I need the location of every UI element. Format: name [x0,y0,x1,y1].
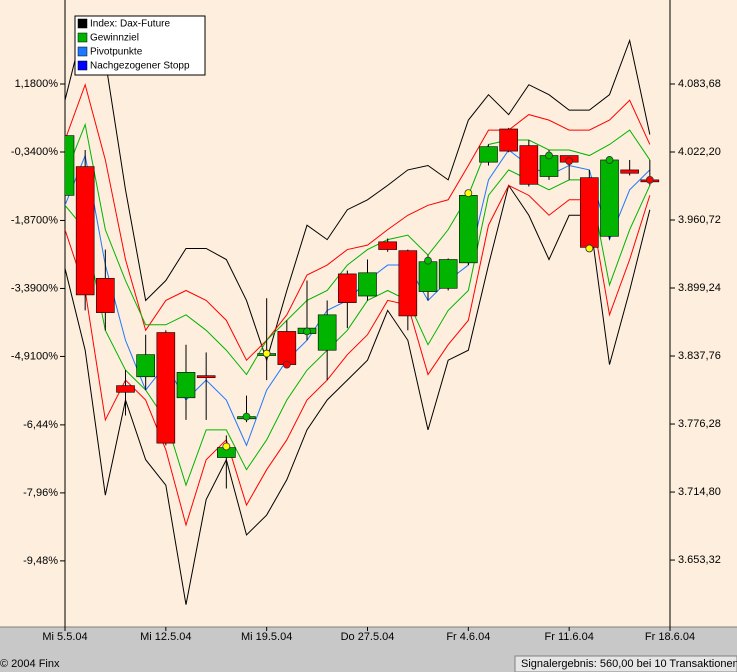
x-tick-label: Fr 4.6.04 [446,631,490,643]
legend: Index: Dax-Future Gewinnziel Pivotpunkte Na… [74,15,206,76]
x-tick-label: Mi 12.5.04 [140,631,191,643]
y2-tick-label: -1,8700% [11,214,58,226]
stop-dot [242,412,251,421]
y-tick-label: 3.837,76 [678,350,721,362]
candle-body [620,169,639,174]
candle-body [317,314,337,351]
band-line [65,83,651,362]
candle-body [459,195,478,264]
candle-body [438,259,458,289]
candle-body [136,354,155,378]
x-tick-label: Mi 5.5.04 [42,631,87,643]
y-tick-label: 3.899,24 [678,282,721,294]
y2-tick-label: -3,3900% [11,282,58,294]
candle-body [418,261,438,292]
plot-background [0,0,737,627]
band-line [65,18,651,362]
stop-dot [585,244,594,253]
candle-body [176,372,196,399]
legend-swatch [77,32,88,43]
candle-body [196,375,216,378]
candle-body [600,159,619,237]
stop-dot [565,157,574,165]
legend-label: Nachgezogener Stopp [90,61,190,72]
stop-dot [282,360,291,369]
y2-tick-label: -9,48% [23,555,58,567]
y-tick-label: 3.653,32 [678,554,721,566]
stop-dot [464,189,473,198]
candle-body [519,145,539,185]
plot [65,18,660,605]
candle-body [580,177,599,248]
candle-body [499,128,518,152]
stop-dot [605,156,614,164]
x-tick-label: Fr 18.6.04 [645,631,695,643]
y-tick-label: 3.776,28 [678,418,721,430]
stop-dot [545,151,553,160]
y2-tick-label: -6,44% [23,419,58,431]
band-line [65,184,651,605]
candle-body [358,272,377,297]
candle-body [398,250,418,317]
y2-tick-label: -7,96% [23,487,58,499]
candle-body [116,385,135,393]
y2-tick-label: -0,3400% [11,146,58,158]
candle-body [338,273,357,303]
stop-dot [303,327,311,336]
legend-box [74,15,206,76]
stop-dot [424,256,432,265]
summary-box [514,655,737,672]
band-line [65,122,651,376]
candle-body [75,166,95,296]
candle-body [479,146,498,163]
legend-swatch [77,18,88,29]
legend-swatch [77,60,88,71]
stop-dot [222,442,231,451]
x-tick-label: Do 27.5.04 [341,631,395,643]
y2-tick-label: -4,9100% [11,350,58,362]
y-tick-label: 3.714,80 [678,486,721,498]
x-tick-label: Fr 11.6.04 [545,631,594,643]
summary: Signalergebnis: 560,00 bei 10 Transaktio… [521,658,737,670]
legend-label: Pivotpunkte [90,47,143,58]
candle-body [156,332,176,444]
y-tick-label: 4.083,68 [678,78,721,90]
legend-label: Gewinnziel [90,33,139,44]
stop-dot [262,349,271,358]
candle-body [378,241,397,250]
legend-swatch [77,46,88,57]
x-tick-label: Mi 19.5.04 [241,631,292,643]
legend-label: Index: Dax-Future [90,19,170,30]
y2-tick-label: 1,1800% [15,78,59,90]
candle-body [65,135,75,196]
y-tick-label: 3.960,72 [678,214,721,226]
candle-body [96,278,115,313]
stop-dot [645,175,654,184]
candle-body [277,331,297,365]
copyright: © 2004 Finx [0,658,60,670]
y-tick-label: 4.022,20 [678,146,721,158]
